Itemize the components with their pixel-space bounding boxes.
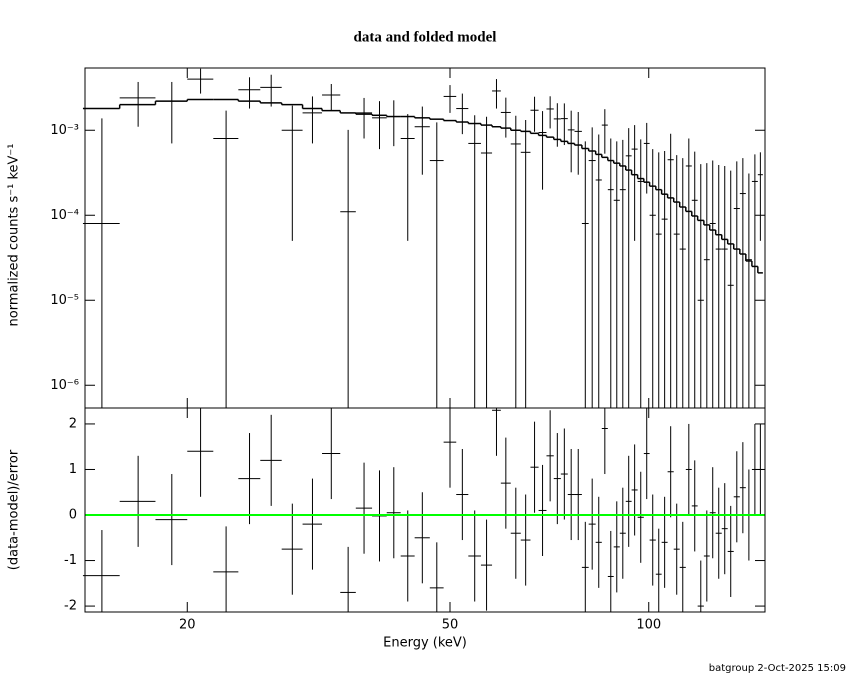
- y-tick-label: -1: [64, 553, 77, 568]
- y-tick-label: -2: [64, 599, 77, 614]
- footer: batgroup 2-Oct-2025 15:09: [709, 663, 846, 674]
- y-axis-label: (data-model)/error: [7, 449, 22, 570]
- x-tick-label: 100: [636, 618, 661, 633]
- y-tick-label: 10⁻⁵: [50, 293, 79, 308]
- y-tick-label: 2: [69, 416, 77, 431]
- x-tick-label: 20: [179, 618, 196, 633]
- y-tick-label: 10⁻⁴: [50, 208, 79, 223]
- plot-frame: [84, 407, 766, 613]
- y-tick-label: 0: [69, 508, 77, 523]
- x-tick-label: 50: [442, 618, 459, 633]
- chart-title: data and folded model: [354, 29, 497, 45]
- y-tick-label: 10⁻³: [50, 123, 79, 138]
- x-axis-label: Energy (keV): [383, 636, 467, 651]
- y-axis-label: normalized counts s⁻¹ keV⁻¹: [7, 144, 22, 327]
- y-tick-label: 10⁻⁶: [50, 378, 79, 393]
- y-tick-label: 1: [69, 462, 77, 477]
